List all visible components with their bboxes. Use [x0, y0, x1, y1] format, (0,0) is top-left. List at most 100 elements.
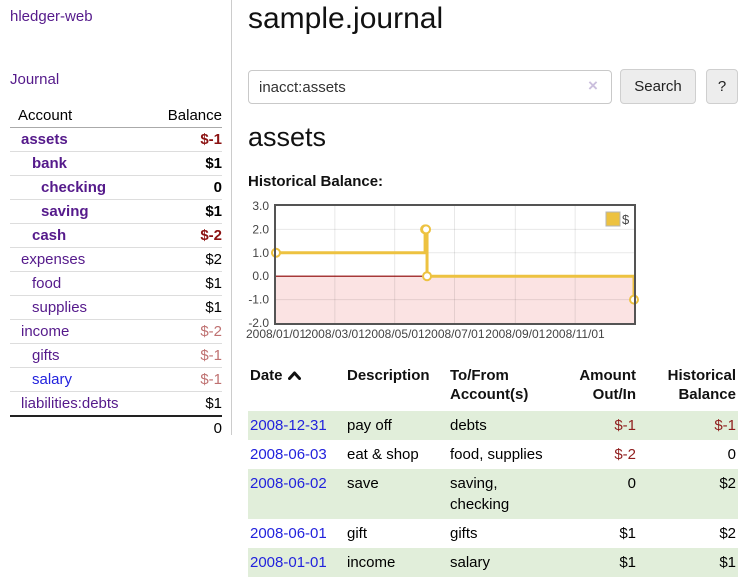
- table-row: 2008-12-31 pay off debts $-1 $-1: [248, 411, 738, 440]
- register-amount-cell: $1: [619, 525, 636, 542]
- register-balance-cell: $2: [719, 475, 736, 492]
- historical-balance-label: Historical Balance:: [248, 173, 384, 190]
- svg-text:2008/03/01: 2008/03/01: [305, 327, 365, 341]
- account-row: cash $-2: [10, 224, 222, 248]
- account-link-assets[interactable]: assets: [21, 131, 68, 148]
- transaction-date-link[interactable]: 2008-12-31: [250, 417, 327, 434]
- register-description-cell: eat & shop: [347, 446, 419, 463]
- register-date-cell: 2008-06-03: [248, 440, 345, 469]
- register-description-cell: pay off: [347, 417, 392, 434]
- account-row: checking 0: [10, 176, 222, 200]
- transaction-date-link[interactable]: 2008-06-02: [250, 475, 327, 492]
- account-link-cash[interactable]: cash: [32, 227, 67, 244]
- account-link-checking[interactable]: checking: [41, 179, 107, 196]
- svg-text:2008/09/01: 2008/09/01: [485, 327, 545, 341]
- account-link-gifts[interactable]: gifts: [32, 347, 60, 364]
- main-content: sample.journal × Search ? assets Histori…: [246, 0, 742, 582]
- accounts-tree: Account Balance assets $-1 bank $1 checking 0…: [10, 103, 222, 440]
- account-row: saving $1: [10, 200, 222, 224]
- account-row: bank $1: [10, 152, 222, 176]
- account-balance: 0: [213, 179, 222, 196]
- register-header-tofrom: To/From Account(s): [450, 367, 529, 403]
- transaction-date-link[interactable]: 2008-06-03: [250, 446, 327, 463]
- historical-balance-chart: 3.0 2.0 1.0 0.0 -1.0 -2.0 2008/01/01 2008/03/01…: [246, 199, 742, 343]
- account-link-income[interactable]: income: [21, 323, 70, 340]
- register-balance-cell: $-1: [714, 417, 736, 434]
- svg-text:2008/07/01: 2008/07/01: [424, 327, 484, 341]
- transaction-date-link[interactable]: 2008-06-01: [250, 525, 327, 542]
- account-balance: $1: [205, 203, 222, 220]
- account-balance: $1: [205, 275, 222, 292]
- register-accounts-cell: debts: [450, 417, 487, 434]
- account-balance: $-1: [200, 131, 222, 148]
- page-title: sample.journal: [248, 2, 444, 35]
- account-balance: $-1: [200, 371, 222, 388]
- table-row: 2008-01-01 income salary $1 $1: [248, 548, 738, 577]
- register-amount-cell: $-2: [614, 446, 636, 463]
- register-date-cell: 2008-06-02: [248, 469, 345, 519]
- register-description-cell: income: [347, 554, 396, 571]
- account-balance: $2: [205, 251, 222, 268]
- account-balance: $-2: [200, 227, 222, 244]
- register-description-cell: gift: [347, 525, 368, 542]
- accounts-header: Account Balance: [10, 103, 222, 128]
- register-accounts-cell: food, supplies: [450, 446, 543, 463]
- account-heading: assets: [248, 122, 327, 152]
- register-date-cell: 2008-12-31: [248, 411, 345, 440]
- account-balance: $1: [205, 155, 222, 172]
- account-link-food[interactable]: food: [32, 275, 62, 292]
- account-link-saving[interactable]: saving: [41, 203, 89, 220]
- app-title-link[interactable]: hledger-web: [10, 8, 93, 25]
- account-balance: $-2: [200, 323, 222, 340]
- register-amount-cell: 0: [627, 475, 636, 492]
- sidebar: hledger-web Journal Account Balance asse…: [0, 0, 232, 437]
- register-date-cell: 2008-06-01: [248, 519, 345, 548]
- svg-text:1.0: 1.0: [252, 246, 269, 260]
- account-row: salary $-1: [10, 368, 222, 392]
- accounts-total-value: 0: [213, 420, 222, 437]
- svg-text:-2.0: -2.0: [248, 316, 269, 330]
- search-button[interactable]: Search: [620, 69, 696, 104]
- register-amount-cell: $-1: [614, 417, 636, 434]
- register-accounts-cell: gifts: [450, 525, 478, 542]
- register-balance-cell: 0: [727, 446, 736, 463]
- register-header-amount: Amount Out/In: [579, 367, 636, 403]
- account-row: assets $-1: [10, 128, 222, 152]
- svg-text:2008/11/01: 2008/11/01: [546, 327, 605, 341]
- svg-text:3.0: 3.0: [252, 199, 269, 213]
- register-amount-cell: $1: [619, 554, 636, 571]
- register-header-date[interactable]: Date: [248, 361, 345, 411]
- register-balance-cell: $2: [719, 525, 736, 542]
- account-row: supplies $1: [10, 296, 222, 320]
- table-row: 2008-06-02 save saving, checking 0 $2: [248, 469, 738, 519]
- transaction-date-link[interactable]: 2008-01-01: [250, 554, 327, 571]
- account-link-liabilities-debts[interactable]: liabilities:debts: [21, 395, 119, 412]
- account-link-supplies[interactable]: supplies: [32, 299, 88, 316]
- account-link-expenses[interactable]: expenses: [21, 251, 86, 268]
- accounts-total-row: 0: [10, 417, 222, 440]
- table-row: 2008-06-01 gift gifts $1 $2: [248, 519, 738, 548]
- register-header-row: Date Description To/From Account(s) Amount Ou…: [248, 361, 738, 411]
- accounts-header-account: Account: [18, 106, 73, 124]
- sidebar-item-journal[interactable]: Journal: [10, 71, 60, 88]
- account-row: expenses $2: [10, 248, 222, 272]
- historical-balance-chart-svg: 3.0 2.0 1.0 0.0 -1.0 -2.02008/01/012008/03/01…: [246, 199, 639, 341]
- account-balance: $1: [205, 299, 222, 316]
- svg-text:2008/01/01: 2008/01/01: [246, 327, 306, 341]
- clear-search-icon[interactable]: ×: [588, 76, 598, 95]
- account-row: food $1: [10, 272, 222, 296]
- register-header-description: Description: [347, 367, 430, 384]
- svg-text:2.0: 2.0: [252, 222, 269, 236]
- account-link-salary[interactable]: salary: [32, 371, 73, 388]
- register-accounts-cell: salary: [450, 554, 491, 571]
- register-date-cell: 2008-01-01: [248, 548, 345, 577]
- svg-text:0.0: 0.0: [252, 269, 269, 283]
- account-link-bank[interactable]: bank: [32, 155, 68, 172]
- accounts-rows: assets $-1 bank $1 checking 0 saving $1 cash $-2 e…: [10, 128, 222, 417]
- table-row: 2008-06-03 eat & shop food, supplies $-2 0: [248, 440, 738, 469]
- search-input[interactable]: [248, 70, 612, 104]
- svg-text:-1.0: -1.0: [248, 293, 269, 307]
- register-header-balance: Historical Balance: [667, 367, 736, 403]
- register-description-cell: save: [347, 475, 379, 492]
- search-help-button[interactable]: ?: [706, 69, 738, 104]
